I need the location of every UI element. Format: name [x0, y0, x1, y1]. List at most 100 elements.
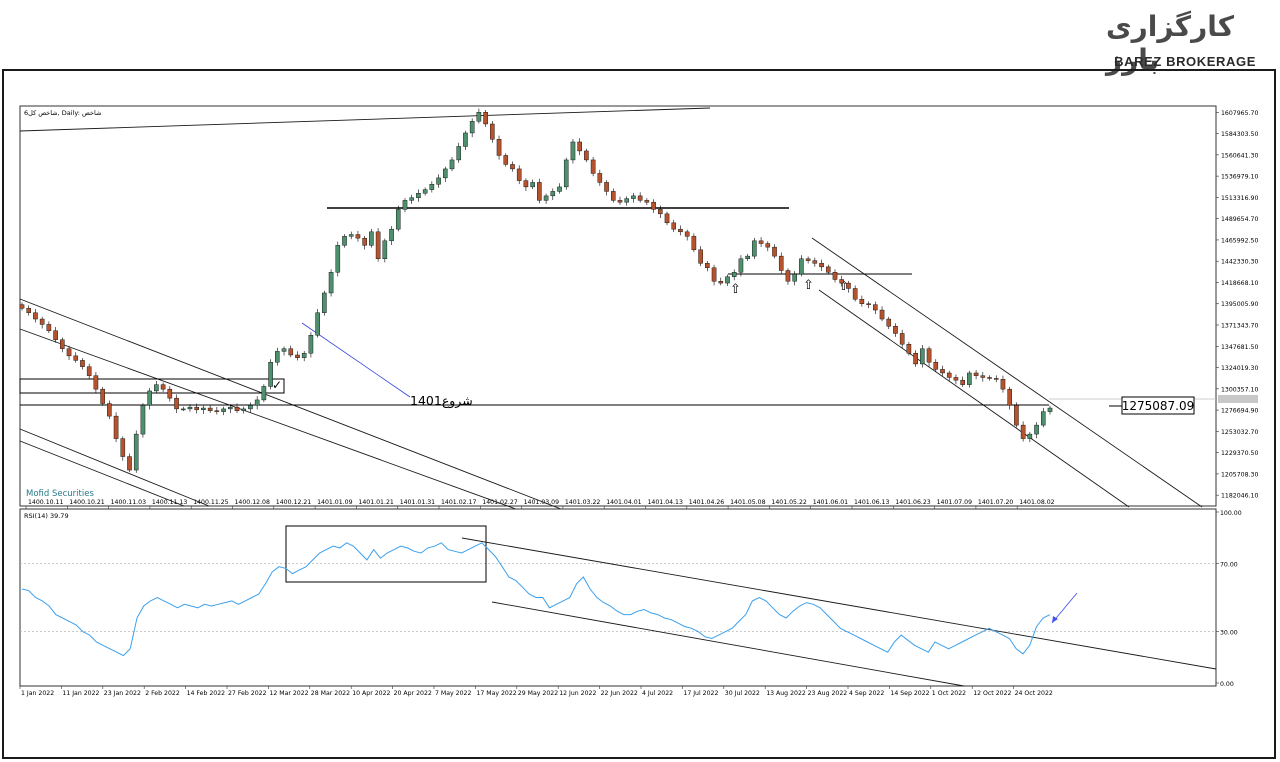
candle-down [993, 378, 999, 380]
candle-down [913, 352, 918, 365]
candle-down [785, 270, 791, 282]
x-tick-label: 1401.02.27 [482, 499, 517, 506]
candle-down [879, 309, 885, 320]
rsi-x-tick-label: 12 Mar 2022 [269, 690, 308, 697]
up-arrow-icon: ⇧ [803, 278, 814, 293]
candle-up [456, 146, 462, 161]
rsi-levels [20, 562, 1216, 633]
y-tick-label: 1560641.30 [1221, 152, 1258, 159]
candle-up [254, 399, 260, 406]
candle-down [375, 231, 381, 260]
candle-down [678, 228, 683, 233]
candle-down [926, 348, 932, 363]
candle-down [362, 237, 367, 246]
rsi-x-tick-label: 14 Feb 2022 [187, 690, 226, 697]
rsi-x-tick-label: 12 Oct 2022 [973, 690, 1011, 697]
candle-up [348, 234, 354, 237]
up-arrow-icon: ⇧ [730, 282, 741, 297]
candle-down [516, 168, 522, 181]
x-tick-label: 1401.05.22 [771, 499, 806, 506]
y-tick-label: 1584303.50 [1221, 131, 1258, 138]
x-tick-label: 1401.04.01 [606, 499, 641, 506]
candle-up [624, 198, 629, 203]
candle-up [563, 159, 569, 188]
candle-down [651, 201, 656, 210]
candle-down [120, 438, 126, 457]
candle-up [180, 408, 186, 411]
candle-down [772, 246, 777, 257]
candle-up [799, 258, 804, 275]
candle-down [698, 249, 703, 264]
annotation-label: شروع1401 [410, 393, 473, 409]
candle-down [691, 236, 697, 251]
annotation-arrow [301, 322, 411, 398]
rsi-overbought-box [285, 525, 487, 583]
x-tick-label: 1401.01.09 [317, 499, 352, 506]
rsi-x-axis: 1 Jan 2022 11 Jan 2022 23 Jan 2022 2 Feb 20… [19, 686, 1053, 697]
recent-channel-lower [818, 289, 1130, 508]
candle-down [194, 406, 199, 411]
rsi-channel-lower [491, 601, 965, 687]
candle-up [308, 335, 314, 354]
candle-down [617, 200, 623, 203]
candle-up [402, 200, 408, 210]
candle-up [792, 273, 797, 282]
candle-down [825, 266, 831, 273]
candle-up [315, 312, 320, 336]
y-tick-label: 1489654.70 [1221, 216, 1258, 223]
y-tick-label: 1324019.30 [1221, 365, 1258, 372]
candle-down [496, 139, 502, 156]
candle-down [127, 456, 132, 471]
candle-up [443, 168, 448, 179]
candle-down [19, 304, 25, 309]
candle-up [1047, 407, 1053, 412]
x-tick-label: 1401.04.26 [689, 499, 724, 506]
candle-down [483, 112, 488, 125]
candle-down [167, 388, 173, 399]
x-tick-label: 1400.11.13 [152, 499, 187, 506]
candle-down [684, 231, 690, 237]
candle-up [449, 159, 455, 170]
candle-down [107, 403, 112, 417]
price-label: 1275087.09 [1122, 399, 1195, 413]
candle-down [288, 348, 294, 356]
logo-persian-text: کارگزاری بارز [1106, 10, 1234, 76]
candle-down [960, 379, 965, 385]
price-y-axis: 1607965.70 1584303.50 1560641.30 1536979.10… [1216, 110, 1258, 500]
candle-down [832, 272, 838, 280]
candle-down [53, 330, 58, 340]
candle-down [584, 150, 589, 161]
rsi-x-tick-label: 17 May 2022 [476, 690, 516, 697]
y-tick-label: 1442330.30 [1221, 259, 1258, 266]
candle-down [207, 407, 213, 411]
candle-up [1040, 411, 1046, 426]
candle-up [301, 352, 307, 358]
candle-down [812, 260, 818, 264]
candle-up [342, 236, 347, 246]
candle-down [839, 279, 844, 284]
rsi-x-tick-label: 28 Mar 2022 [311, 690, 350, 697]
candle-up [261, 386, 267, 401]
candle-up [550, 191, 556, 197]
x-tick-label: 1401.02.17 [441, 499, 476, 506]
candle-up [328, 272, 334, 294]
candle-down [597, 173, 603, 183]
rsi-x-tick-label: 29 May 2022 [518, 690, 558, 697]
rsi-x-tick-label: 13 Aug 2022 [766, 690, 806, 697]
rsi-x-tick-label: 22 Jun 2022 [601, 690, 638, 697]
candle-down [86, 366, 92, 376]
candle-up [369, 231, 374, 246]
candle-up [631, 195, 636, 199]
candle-down [778, 255, 784, 271]
candle-down [805, 258, 811, 261]
candle-up [322, 292, 327, 313]
x-tick-label: 1401.06.01 [813, 499, 848, 506]
candle-up [140, 405, 146, 435]
candle-down [93, 375, 99, 390]
candle-down [113, 415, 119, 439]
x-tick-label: 1400.10.11 [28, 499, 63, 506]
x-tick-label: 1401.04.13 [648, 499, 683, 506]
x-tick-label: 1401.07.09 [937, 499, 972, 506]
candle-down [866, 303, 871, 305]
y-tick-label: 1347681.50 [1221, 344, 1258, 351]
